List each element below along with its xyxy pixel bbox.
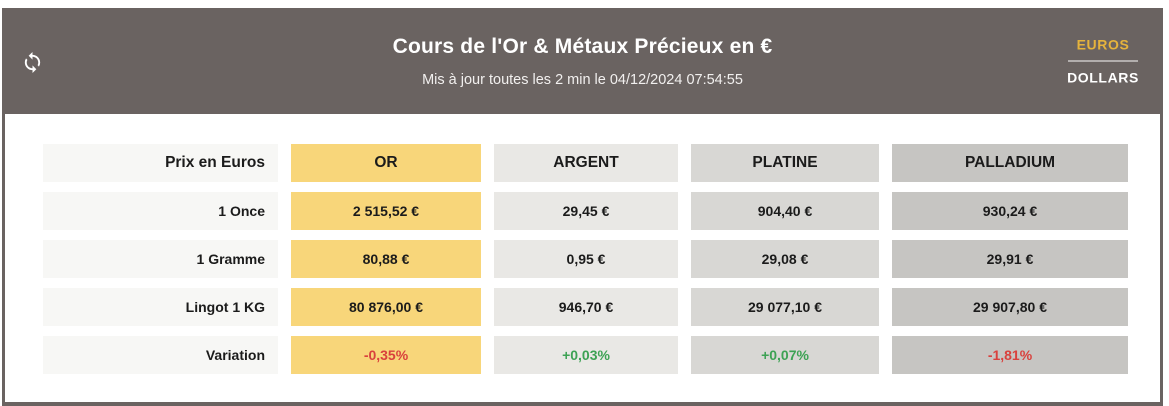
widget-header: Cours de l'Or & Métaux Précieux en € Mis… xyxy=(5,8,1160,114)
price-table-container: Prix en Euros OR ARGENT PLATINE PALLADIU… xyxy=(5,114,1160,402)
last-updated-text: Mis à jour toutes les 2 min le 04/12/202… xyxy=(422,71,743,88)
row-label-lingot-1-kg: Lingot 1 KG xyxy=(43,288,278,326)
cell-argent-variation: +0,03% xyxy=(494,336,678,374)
cell-platine-lingot: 29 077,10 € xyxy=(691,288,879,326)
column-header-palladium: PALLADIUM xyxy=(892,144,1128,182)
cell-argent-lingot: 946,70 € xyxy=(494,288,678,326)
cell-or-1-once: 2 515,52 € xyxy=(291,192,481,230)
row-label-1-once: 1 Once xyxy=(43,192,278,230)
cell-platine-variation: +0,07% xyxy=(691,336,879,374)
refresh-button[interactable] xyxy=(17,49,47,79)
currency-divider xyxy=(1068,60,1138,62)
corner-header-prix-en-euros: Prix en Euros xyxy=(43,144,278,182)
row-label-1-gramme: 1 Gramme xyxy=(43,240,278,278)
tab-euros[interactable]: EUROS xyxy=(1076,36,1130,53)
cell-palladium-1-once: 930,24 € xyxy=(892,192,1128,230)
column-header-argent: ARGENT xyxy=(494,144,678,182)
cell-argent-1-gramme: 0,95 € xyxy=(494,240,678,278)
refresh-icon xyxy=(21,51,44,77)
tab-dollars[interactable]: DOLLARS xyxy=(1067,69,1139,86)
currency-toggle: EUROS DOLLARS xyxy=(1066,37,1140,86)
cell-or-lingot: 80 876,00 € xyxy=(291,288,481,326)
cell-palladium-lingot: 29 907,80 € xyxy=(892,288,1128,326)
cell-platine-1-gramme: 29,08 € xyxy=(691,240,879,278)
cell-or-variation: -0,35% xyxy=(291,336,481,374)
price-table: Prix en Euros OR ARGENT PLATINE PALLADIU… xyxy=(43,144,1128,374)
page-title: Cours de l'Or & Métaux Précieux en € xyxy=(392,34,773,58)
row-label-variation: Variation xyxy=(43,336,278,374)
column-header-platine: PLATINE xyxy=(691,144,879,182)
cell-argent-1-once: 29,45 € xyxy=(494,192,678,230)
cell-palladium-variation: -1,81% xyxy=(892,336,1128,374)
cell-platine-1-once: 904,40 € xyxy=(691,192,879,230)
cell-palladium-1-gramme: 29,91 € xyxy=(892,240,1128,278)
gold-price-widget: Cours de l'Or & Métaux Précieux en € Mis… xyxy=(2,8,1163,406)
cell-or-1-gramme: 80,88 € xyxy=(291,240,481,278)
column-header-or: OR xyxy=(291,144,481,182)
